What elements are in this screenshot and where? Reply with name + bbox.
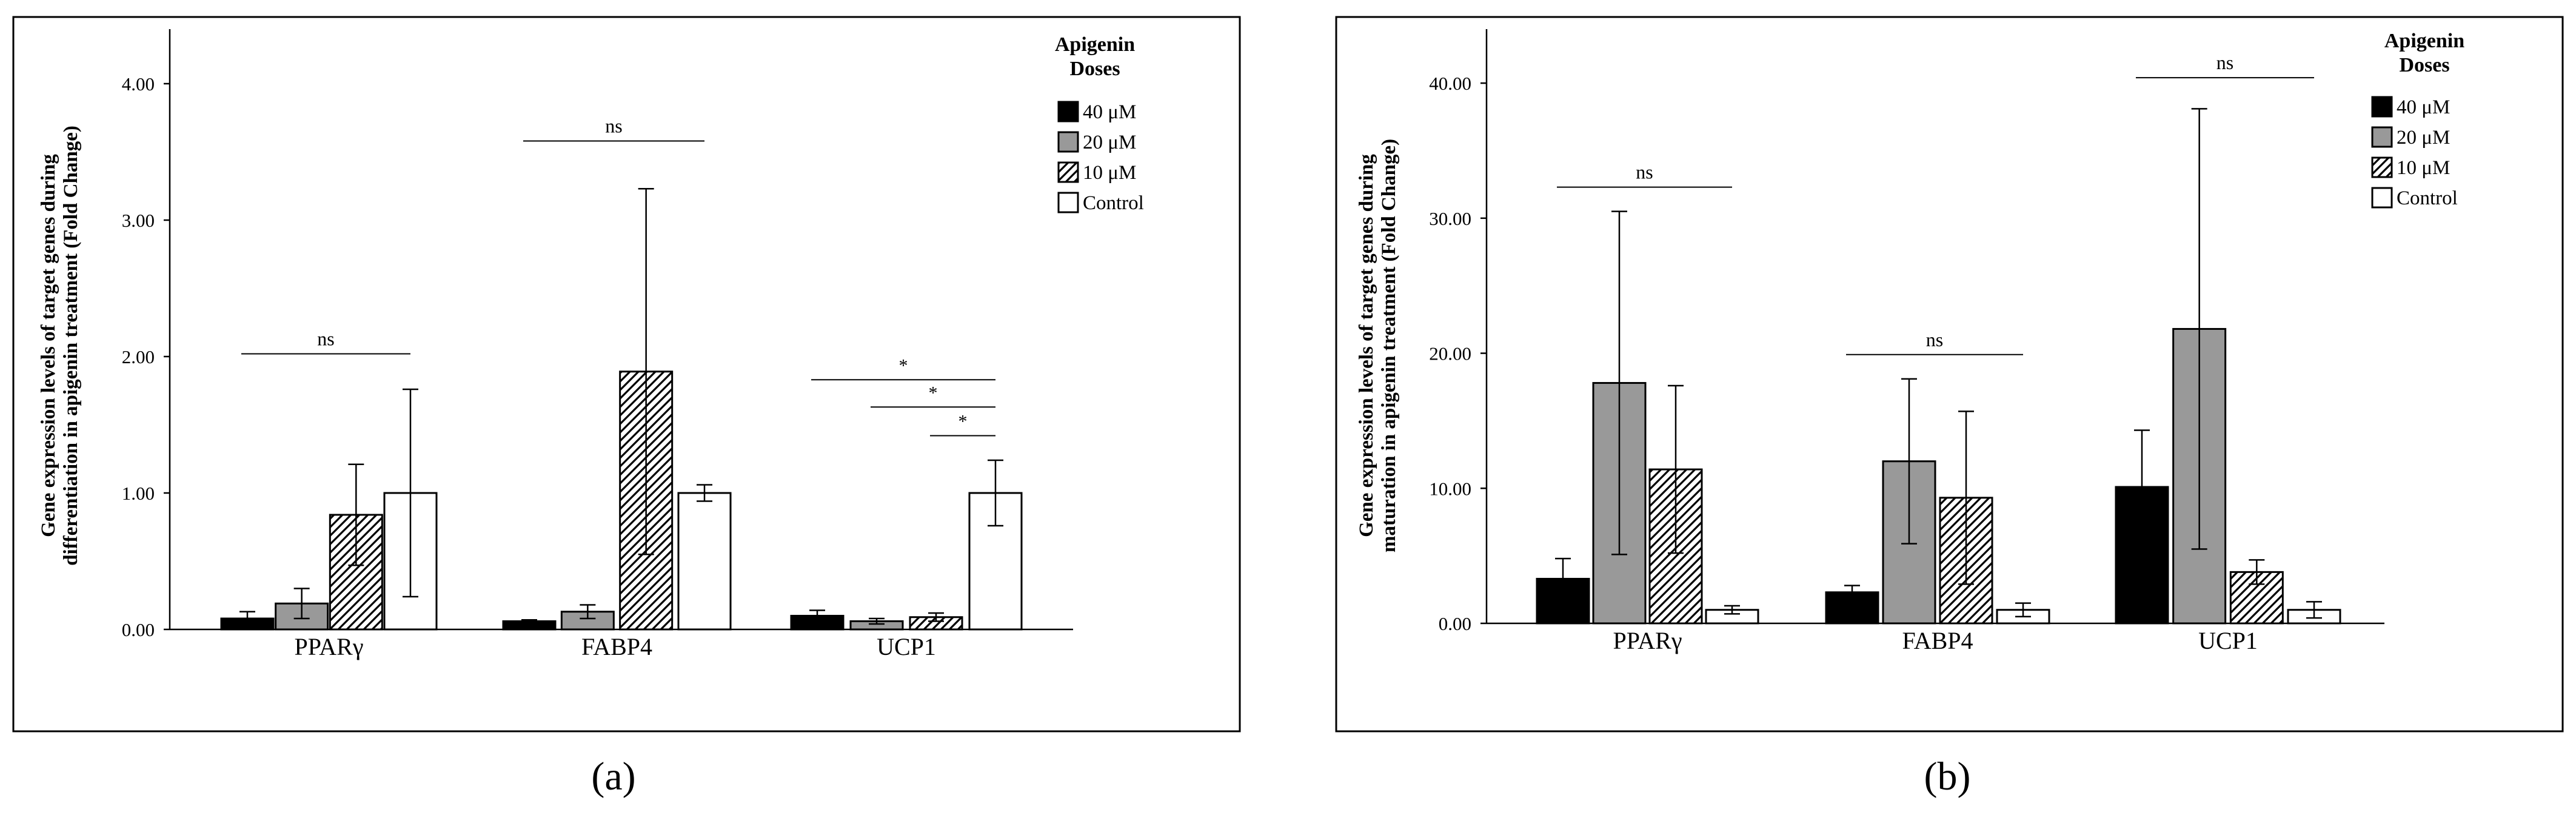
y-axis-label-line-1: Gene expression levels of target genes d… (38, 154, 59, 537)
category-label: UCP1 (2198, 627, 2258, 654)
error-bar (869, 617, 885, 625)
y-axis-label-line-1: Gene expression levels of target genes d… (1356, 154, 1377, 537)
error-bar (1555, 557, 1571, 600)
y-tick-label: 0.00 (1439, 613, 1471, 634)
significance-label: * (958, 412, 968, 432)
legend-label: 40 μM (2397, 96, 2450, 118)
bar-40-μm-0 (1536, 578, 1590, 625)
y-tick-label: 2.00 (122, 346, 155, 367)
legend-swatch (1057, 131, 1079, 153)
error-bar (580, 604, 596, 620)
significance-label: ns (1926, 329, 1943, 350)
error-bar (521, 619, 537, 623)
significance-label: * (899, 355, 908, 375)
y-axis-label-line-2: maturation in apigenin treatment (Fold C… (1378, 139, 1400, 552)
legend-label: 10 μM (1083, 162, 1136, 184)
category-label: PPARγ (1613, 627, 1682, 654)
error-bar (697, 484, 712, 502)
error-bar (1724, 605, 1740, 615)
error-bar (2249, 559, 2265, 585)
legend-label: Control (2397, 187, 2458, 209)
chart-panel-b: Gene expression levels of target genes d… (1335, 16, 2564, 799)
y-tick-label: 30.00 (1429, 208, 1471, 229)
error-bar (988, 459, 1003, 527)
category-label: UCP1 (877, 633, 936, 660)
legend-label: 20 μM (2397, 127, 2450, 149)
y-tick-label: 10.00 (1429, 478, 1471, 499)
error-bar (403, 388, 418, 598)
legend-swatch (2371, 156, 2393, 178)
legend-swatch (2371, 96, 2393, 118)
legend-label: 20 μM (1083, 132, 1136, 153)
error-bar (1958, 411, 1974, 585)
y-tick-label: 20.00 (1429, 343, 1471, 364)
error-bar (2306, 601, 2322, 619)
error-bar (1611, 210, 1627, 555)
legend-swatch (2371, 126, 2393, 148)
legend-title-line-1: Apigenin (2384, 30, 2464, 52)
legend-title-line-1: Apigenin (1055, 33, 1135, 56)
error-bar (2015, 602, 2031, 618)
y-tick-label: 0.00 (122, 619, 155, 640)
legend-swatch (2371, 187, 2393, 209)
y-tick-label: 4.00 (122, 73, 155, 95)
plot-area: 0.00 10.00 20.00 30.00 40.00 PPARγ FABP4 UCP1 ns… (1429, 29, 2458, 654)
error-bar (348, 463, 364, 566)
legend-swatch (1057, 192, 1079, 213)
significance-label: ns (1636, 161, 1653, 183)
legend-title-line-2: Doses (1069, 58, 1120, 80)
error-bar (1844, 585, 1860, 600)
category-label: FABP4 (581, 633, 652, 660)
plot-area: 0.00 1.00 2.00 3.00 4.00 PPARγ FABP4 UCP1 ns ns * *… (122, 29, 1144, 660)
legend-swatch (1057, 161, 1079, 183)
error-bar (1901, 378, 1917, 545)
legend-label: Control (1083, 192, 1144, 214)
error-bar (2134, 429, 2150, 545)
category-label: PPARγ (294, 633, 363, 660)
panel-label: (b) (1924, 754, 1971, 799)
y-tick-label: 3.00 (122, 210, 155, 231)
significance-label: ns (2216, 52, 2233, 73)
panel-label: (a) (591, 754, 635, 799)
panel-frame (1335, 16, 2564, 733)
error-bar (1668, 384, 1684, 554)
y-axis-label-line-2: differentiation in apigenin treatment (F… (60, 126, 82, 566)
error-bar (638, 188, 654, 555)
panel-frame (12, 16, 1241, 733)
error-bar (928, 612, 944, 622)
significance-label: * (929, 383, 938, 403)
significance-label: ns (317, 328, 334, 350)
legend-label: 40 μM (1083, 101, 1136, 123)
significance-label: ns (605, 115, 622, 137)
legend-label: 10 μM (2397, 157, 2450, 179)
legend-title-line-2: Doses (2399, 54, 2449, 76)
error-bar (239, 611, 255, 626)
error-bar (2191, 108, 2207, 550)
chart-panel-a: Gene expression levels of target genes d… (12, 16, 1241, 799)
legend-swatch (1057, 101, 1079, 122)
error-bar (293, 588, 310, 620)
y-tick-label: 40.00 (1429, 73, 1471, 94)
error-bar (809, 609, 825, 622)
y-tick-label: 1.00 (122, 483, 155, 504)
category-label: FABP4 (1902, 627, 1973, 654)
bar-control-1 (677, 492, 732, 631)
